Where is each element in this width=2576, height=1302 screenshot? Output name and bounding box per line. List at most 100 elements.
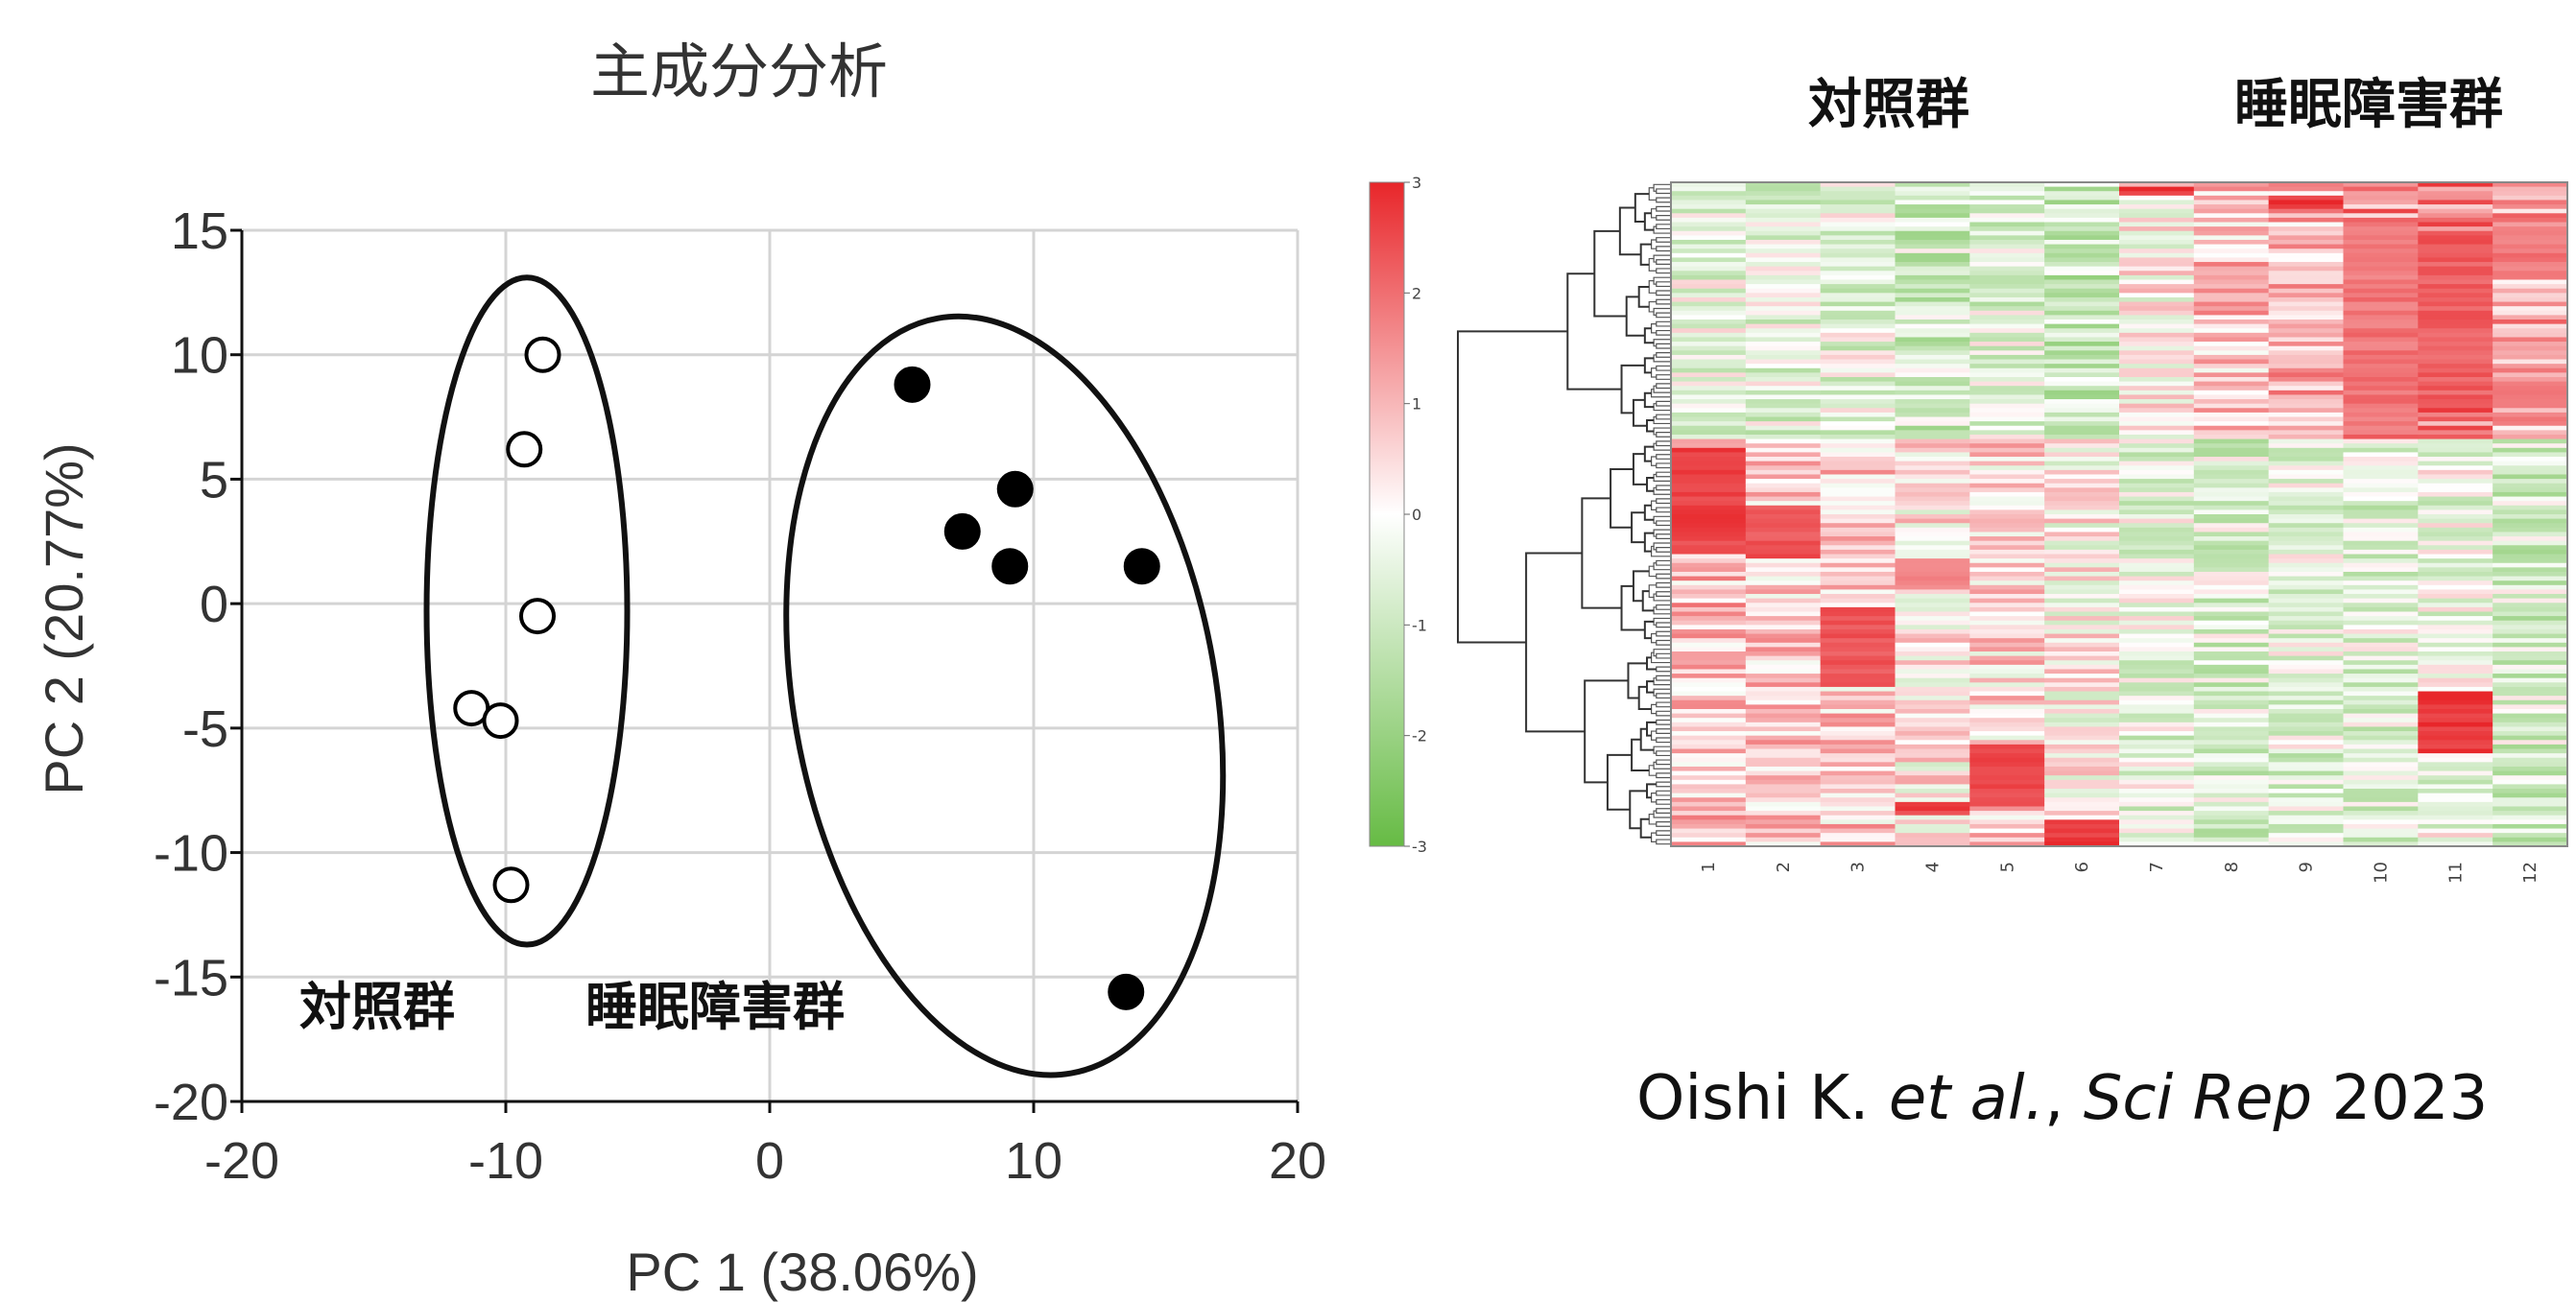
- heatmap-cell: [2493, 532, 2568, 537]
- heatmap-cell: [2119, 430, 2195, 436]
- heatmap-cell: [2493, 186, 2568, 192]
- citation-etal: et al.: [1888, 1063, 2044, 1134]
- heatmap-cell: [1895, 625, 1970, 630]
- heatmap-cell: [1969, 699, 2045, 705]
- heatmap-cell: [2193, 708, 2270, 715]
- heatmap-dendrogram-branch: [1656, 507, 1671, 513]
- heatmap-cell: [2193, 770, 2270, 776]
- heatmap-cell: [1671, 628, 1747, 635]
- heatmap-cell: [1745, 235, 1822, 241]
- heatmap-dendrogram-branch: [1656, 383, 1671, 390]
- heatmap-cell: [2268, 823, 2345, 830]
- heatmap-cell: [2418, 748, 2493, 754]
- heatmap-cell: [1895, 182, 1970, 188]
- heatmap-cell: [2343, 474, 2419, 480]
- heatmap-cell: [2418, 606, 2493, 613]
- heatmap-cell: [1969, 301, 2045, 307]
- heatmap-cell: [2493, 376, 2568, 383]
- heatmap-cell: [2343, 571, 2419, 578]
- heatmap-cell: [1671, 226, 1747, 232]
- heatmap-cell: [2418, 416, 2493, 422]
- heatmap-cell: [1895, 509, 1970, 515]
- heatmap-cell: [1671, 337, 1747, 343]
- heatmap-dendrogram-branch: [1656, 675, 1671, 681]
- heatmap-cell: [1895, 664, 1970, 671]
- pca-point-control: [506, 431, 543, 468]
- heatmap-cell: [1820, 606, 1896, 613]
- heatmap-cell: [2493, 731, 2568, 737]
- heatmap-cell: [2044, 576, 2120, 581]
- heatmap-cell: [2119, 625, 2195, 630]
- heatmap-cell: [2343, 296, 2419, 303]
- heatmap-cell: [2268, 726, 2345, 732]
- heatmap-cell: [1745, 279, 1822, 285]
- heatmap-cell: [2193, 603, 2270, 608]
- heatmap-cell: [1820, 403, 1896, 409]
- heatmap-cell: [1820, 249, 1896, 254]
- heatmap-cell: [2193, 549, 2270, 556]
- heatmap-column-label: 5: [1997, 862, 2017, 872]
- heatmap-cell: [2268, 310, 2345, 316]
- heatmap-dendrogram-branch: [1651, 703, 1657, 715]
- pca-point-sleep-disorder: [894, 366, 931, 403]
- heatmap-cell: [1671, 580, 1747, 586]
- heatmap-cell: [2343, 789, 2419, 794]
- heatmap-cell: [2193, 430, 2270, 436]
- heatmap-cell: [2343, 438, 2419, 444]
- heatmap-cell: [2493, 770, 2568, 776]
- heatmap-cell: [2119, 509, 2195, 515]
- heatmap-cell: [2418, 815, 2493, 820]
- heatmap-cell: [2268, 315, 2345, 320]
- heatmap-cell: [1671, 833, 1747, 839]
- heatmap-cell: [2418, 372, 2493, 378]
- heatmap-cell: [2418, 249, 2493, 254]
- heatmap-cell: [1745, 390, 1822, 396]
- heatmap-cell: [2343, 345, 2419, 351]
- heatmap-cell: [2418, 235, 2493, 241]
- heatmap-cell: [1671, 554, 1747, 559]
- heatmap-cell: [1895, 447, 1970, 454]
- heatmap-cell: [1895, 753, 1970, 759]
- heatmap-dendrogram-branch: [1656, 414, 1671, 420]
- heatmap-cell: [2493, 381, 2568, 387]
- heatmap-cell: [2044, 262, 2120, 268]
- heatmap-cell: [2343, 819, 2419, 825]
- heatmap-cell: [1671, 328, 1747, 334]
- heatmap-cell: [2343, 271, 2419, 276]
- citation-separator: ,: [2044, 1063, 2084, 1134]
- pca-point-sleep-disorder: [1108, 973, 1145, 1010]
- heatmap-dendrogram-branch: [1656, 728, 1671, 734]
- heatmap-cell: [1969, 696, 2045, 701]
- heatmap-cell: [2268, 580, 2345, 586]
- heatmap-cell: [2343, 726, 2419, 732]
- heatmap-cell: [2493, 345, 2568, 351]
- heatmap-dendrogram-branch: [1656, 533, 1671, 539]
- heatmap-cell: [2268, 306, 2345, 312]
- heatmap-cell: [2193, 611, 2270, 617]
- heatmap-dendrogram-branch: [1656, 224, 1671, 230]
- heatmap-dendrogram-branch: [1648, 187, 1657, 201]
- heatmap-cell: [1820, 288, 1896, 294]
- heatmap-cell: [1745, 310, 1822, 316]
- heatmap-cell: [2418, 345, 2493, 351]
- heatmap-cell: [1895, 279, 1970, 285]
- heatmap-cell: [1820, 731, 1896, 737]
- heatmap-cell: [1820, 315, 1896, 320]
- heatmap-cell: [2343, 633, 2419, 639]
- heatmap-cell: [2193, 332, 2270, 339]
- heatmap-cell: [2119, 315, 2195, 320]
- heatmap-dendrogram-branch: [1656, 808, 1671, 814]
- heatmap-cell: [1671, 342, 1747, 347]
- heatmap-cell: [2044, 394, 2120, 400]
- heatmap-cell: [2193, 696, 2270, 701]
- heatmap-cell: [1820, 797, 1896, 803]
- heatmap-cell: [1895, 562, 1970, 568]
- heatmap-dendrogram-branch: [1656, 581, 1671, 588]
- heatmap-cell: [2493, 461, 2568, 466]
- heatmap-cell: [2193, 244, 2270, 249]
- heatmap-cell: [1820, 545, 1896, 551]
- heatmap-cell: [2418, 757, 2493, 763]
- heatmap-cell: [2119, 421, 2195, 427]
- heatmap-dendrogram-branch: [1634, 193, 1650, 223]
- heatmap-cell: [1671, 735, 1747, 741]
